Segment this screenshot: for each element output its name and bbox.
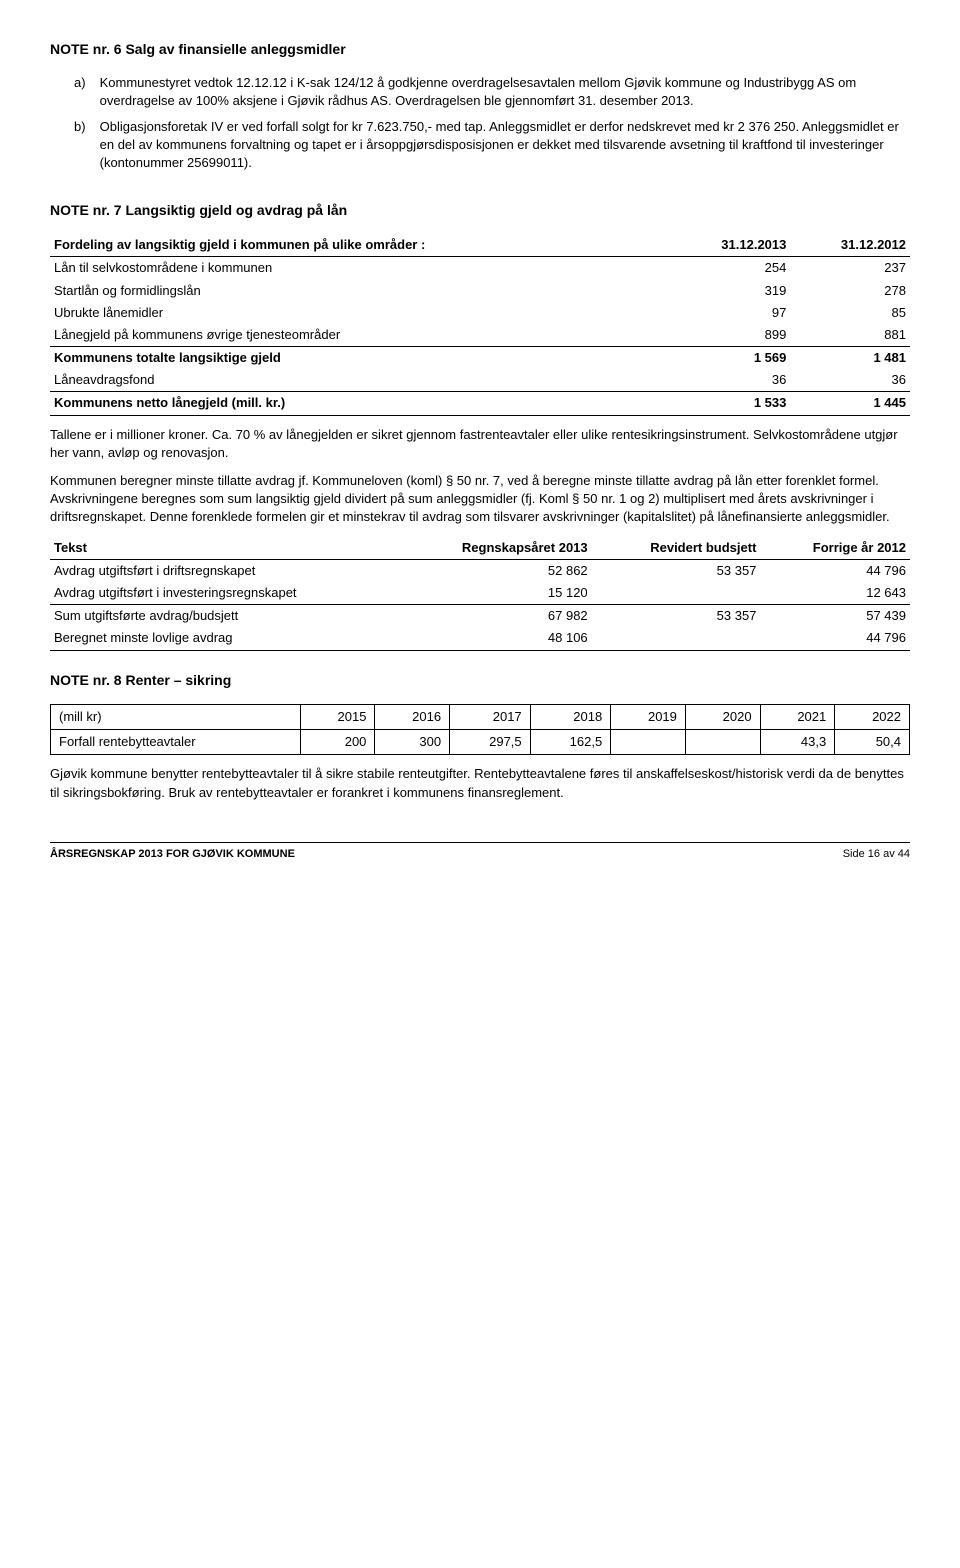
n8r0: Forfall rentebytteavtaler — [51, 730, 301, 755]
table-row: Låneavdragsfond3636 — [50, 369, 910, 392]
cell-v2: 85 — [790, 302, 910, 324]
cell-v1: 1 569 — [671, 347, 791, 370]
cell-v2: 881 — [790, 324, 910, 347]
cell-v1: 36 — [671, 369, 791, 392]
t2h4: Forrige år 2012 — [760, 537, 910, 560]
n8r5 — [611, 730, 686, 755]
n8h7: 2021 — [760, 705, 835, 730]
table-row: Sum utgiftsførte avdrag/budsjett67 98253… — [50, 605, 910, 628]
n8r7: 43,3 — [760, 730, 835, 755]
footer-right: Side 16 av 44 — [843, 847, 910, 862]
table-row: Kommunens totalte langsiktige gjeld1 569… — [50, 347, 910, 370]
cell: 44 796 — [760, 559, 910, 582]
cell-label: Lån til selvkostområdene i kommunen — [50, 257, 671, 280]
note7-table1: Fordeling av langsiktig gjeld i kommunen… — [50, 234, 910, 416]
table-header-row: Fordeling av langsiktig gjeld i kommunen… — [50, 234, 910, 257]
list-label-a: a) — [74, 74, 96, 92]
cell-v1: 319 — [671, 280, 791, 302]
n8h8: 2022 — [835, 705, 910, 730]
cell-v1: 97 — [671, 302, 791, 324]
cell: Avdrag utgiftsført i driftsregnskapet — [50, 559, 394, 582]
n8h2: 2016 — [375, 705, 450, 730]
table-row: Lånegjeld på kommunens øvrige tjenesteom… — [50, 324, 910, 347]
th-label: Fordeling av langsiktig gjeld i kommunen… — [50, 234, 671, 257]
cell-label: Startlån og formidlingslån — [50, 280, 671, 302]
th-2012: 31.12.2012 — [790, 234, 910, 257]
cell-label: Kommunens netto lånegjeld (mill. kr.) — [50, 392, 671, 415]
n8r3: 297,5 — [450, 730, 531, 755]
table-row: Kommunens netto lånegjeld (mill. kr.)1 5… — [50, 392, 910, 415]
cell: 57 439 — [760, 605, 910, 628]
cell — [592, 627, 761, 650]
table-row: Beregnet minste lovlige avdrag48 106 44 7… — [50, 627, 910, 650]
table-row: Lån til selvkostområdene i kommunen25423… — [50, 257, 910, 280]
cell-label: Låneavdragsfond — [50, 369, 671, 392]
note6-item-b: b) Obligasjonsforetak IV er ved forfall … — [74, 118, 910, 173]
cell: 12 643 — [760, 582, 910, 605]
n8h4: 2018 — [530, 705, 611, 730]
cell: Sum utgiftsførte avdrag/budsjett — [50, 605, 394, 628]
list-text-a: Kommunestyret vedtok 12.12.12 i K-sak 12… — [100, 74, 900, 110]
cell-v1: 254 — [671, 257, 791, 280]
cell: Avdrag utgiftsført i investeringsregnska… — [50, 582, 394, 605]
table2-header: Tekst Regnskapsåret 2013 Revidert budsje… — [50, 537, 910, 560]
n8r1: 200 — [300, 730, 375, 755]
table-row: Avdrag utgiftsført i driftsregnskapet52 … — [50, 559, 910, 582]
n8r8: 50,4 — [835, 730, 910, 755]
cell — [592, 582, 761, 605]
cell-label: Lånegjeld på kommunens øvrige tjenesteom… — [50, 324, 671, 347]
t2h3: Revidert budsjett — [592, 537, 761, 560]
cell: 44 796 — [760, 627, 910, 650]
list-text-b: Obligasjonsforetak IV er ved forfall sol… — [100, 118, 900, 173]
note8-title: NOTE nr. 8 Renter – sikring — [50, 671, 910, 691]
cell-v1: 899 — [671, 324, 791, 347]
n8h3: 2017 — [450, 705, 531, 730]
cell-v2: 237 — [790, 257, 910, 280]
n8r6 — [685, 730, 760, 755]
note6-item-a: a) Kommunestyret vedtok 12.12.12 i K-sak… — [74, 74, 910, 110]
cell-label: Kommunens totalte langsiktige gjeld — [50, 347, 671, 370]
note7-para2: Kommunen beregner minste tillatte avdrag… — [50, 472, 910, 527]
note8-header-row: (mill kr) 2015 2016 2017 2018 2019 2020 … — [51, 705, 910, 730]
cell: Beregnet minste lovlige avdrag — [50, 627, 394, 650]
cell-v2: 278 — [790, 280, 910, 302]
cell-v2: 1 445 — [790, 392, 910, 415]
note7-table2: Tekst Regnskapsåret 2013 Revidert budsje… — [50, 537, 910, 651]
n8h1: 2015 — [300, 705, 375, 730]
footer-left: ÅRSREGNSKAP 2013 FOR GJØVIK KOMMUNE — [50, 847, 295, 862]
note6-title: NOTE nr. 6 Salg av finansielle anleggsmi… — [50, 40, 910, 60]
note7-para1: Tallene er i millioner kroner. Ca. 70 % … — [50, 426, 910, 462]
note8-table: (mill kr) 2015 2016 2017 2018 2019 2020 … — [50, 704, 910, 755]
t2h1: Tekst — [50, 537, 394, 560]
cell: 52 862 — [394, 559, 592, 582]
th-2013: 31.12.2013 — [671, 234, 791, 257]
n8h0: (mill kr) — [51, 705, 301, 730]
note8-para: Gjøvik kommune benytter rentebytteavtale… — [50, 765, 910, 801]
n8r4: 162,5 — [530, 730, 611, 755]
list-label-b: b) — [74, 118, 96, 136]
table-row: Startlån og formidlingslån319278 — [50, 280, 910, 302]
t2h2: Regnskapsåret 2013 — [394, 537, 592, 560]
cell: 48 106 — [394, 627, 592, 650]
cell: 15 120 — [394, 582, 592, 605]
n8h5: 2019 — [611, 705, 686, 730]
cell-v2: 36 — [790, 369, 910, 392]
cell-v2: 1 481 — [790, 347, 910, 370]
n8h6: 2020 — [685, 705, 760, 730]
cell: 67 982 — [394, 605, 592, 628]
n8r2: 300 — [375, 730, 450, 755]
cell: 53 357 — [592, 559, 761, 582]
cell-v1: 1 533 — [671, 392, 791, 415]
cell: 53 357 — [592, 605, 761, 628]
page-footer: ÅRSREGNSKAP 2013 FOR GJØVIK KOMMUNE Side… — [50, 842, 910, 862]
note8-data-row: Forfall rentebytteavtaler 200 300 297,5 … — [51, 730, 910, 755]
table-row: Avdrag utgiftsført i investeringsregnska… — [50, 582, 910, 605]
note7-title: NOTE nr. 7 Langsiktig gjeld og avdrag på… — [50, 201, 910, 221]
table-row: Ubrukte lånemidler9785 — [50, 302, 910, 324]
cell-label: Ubrukte lånemidler — [50, 302, 671, 324]
